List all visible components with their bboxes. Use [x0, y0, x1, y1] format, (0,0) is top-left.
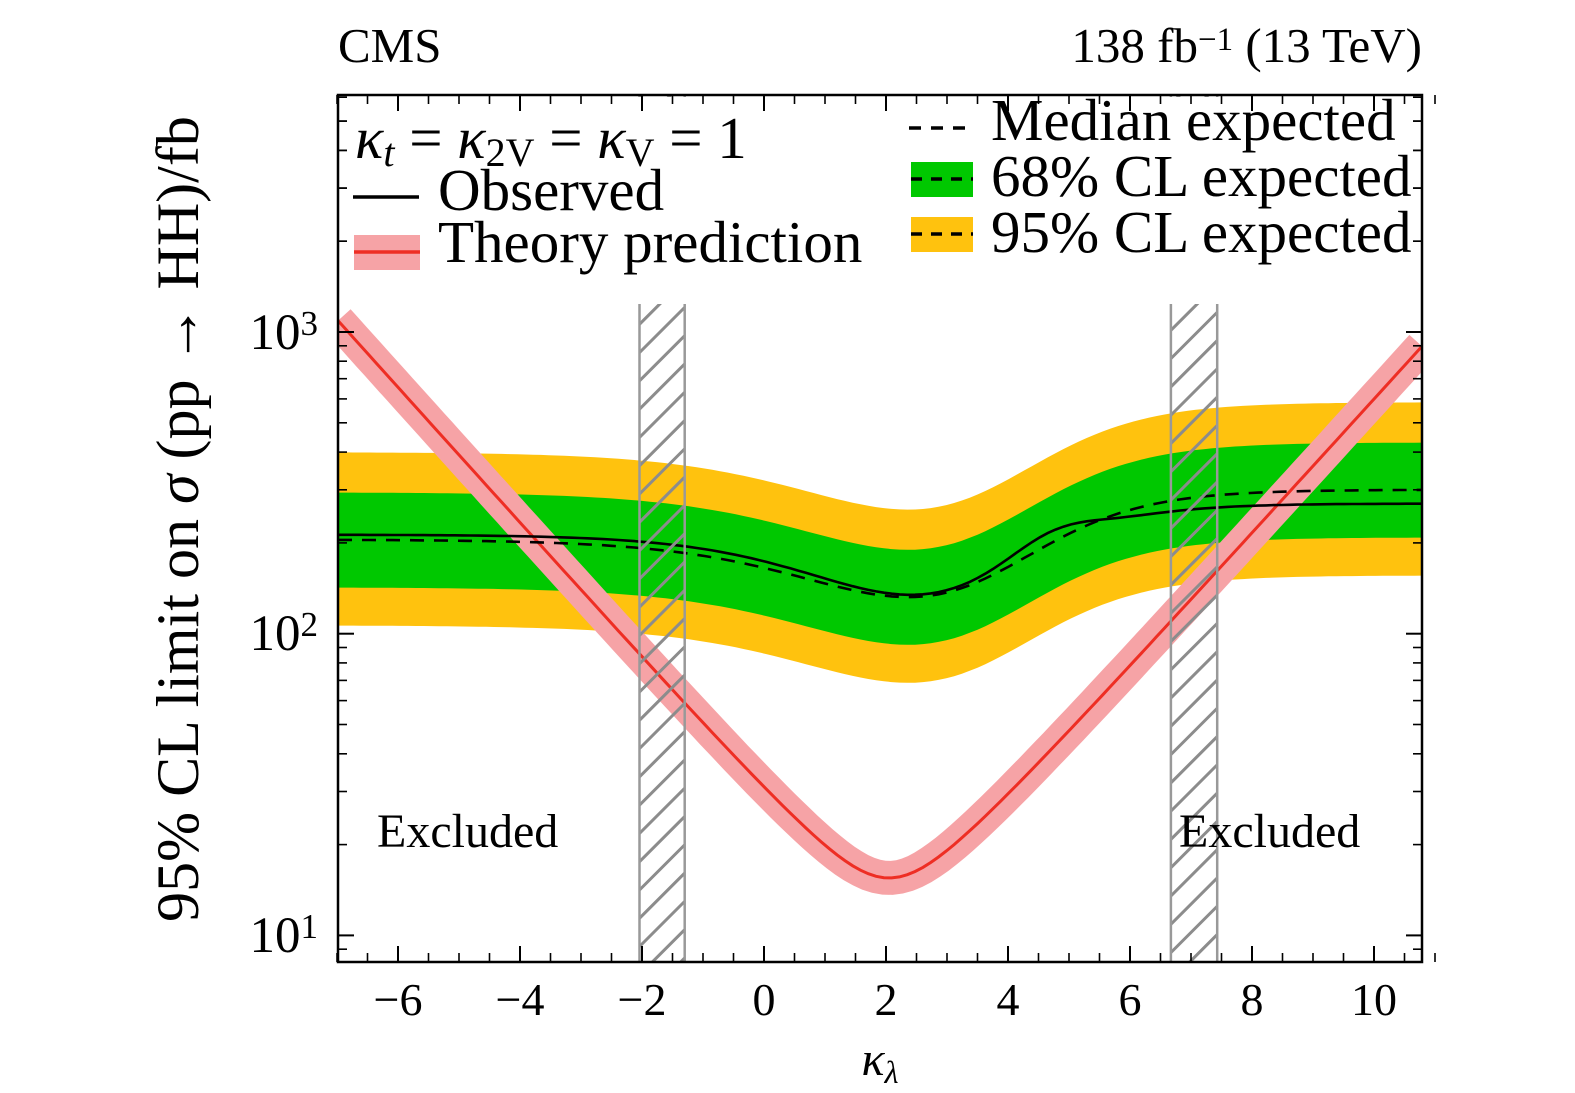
- svg-text:Excluded: Excluded: [1179, 805, 1360, 858]
- svg-text:0: 0: [753, 974, 776, 1025]
- svg-text:Theory prediction: Theory prediction: [438, 209, 862, 275]
- svg-text:CMS: CMS: [338, 18, 442, 73]
- svg-text:−4: −4: [496, 974, 545, 1025]
- svg-text:8: 8: [1241, 974, 1264, 1025]
- svg-text:10: 10: [1351, 974, 1397, 1025]
- svg-text:4: 4: [997, 974, 1020, 1025]
- svg-text:95% CL expected: 95% CL expected: [991, 199, 1412, 265]
- svg-text:2: 2: [875, 974, 898, 1025]
- svg-text:138 fb−1 (13 TeV): 138 fb−1 (13 TeV): [1071, 18, 1422, 73]
- svg-text:Excluded: Excluded: [377, 805, 558, 858]
- svg-text:−2: −2: [618, 974, 667, 1025]
- svg-text:6: 6: [1119, 974, 1142, 1025]
- svg-text:−6: −6: [374, 974, 423, 1025]
- svg-text:95% CL limit on σ (pp → HH)/fb: 95% CL limit on σ (pp → HH)/fb: [145, 116, 211, 922]
